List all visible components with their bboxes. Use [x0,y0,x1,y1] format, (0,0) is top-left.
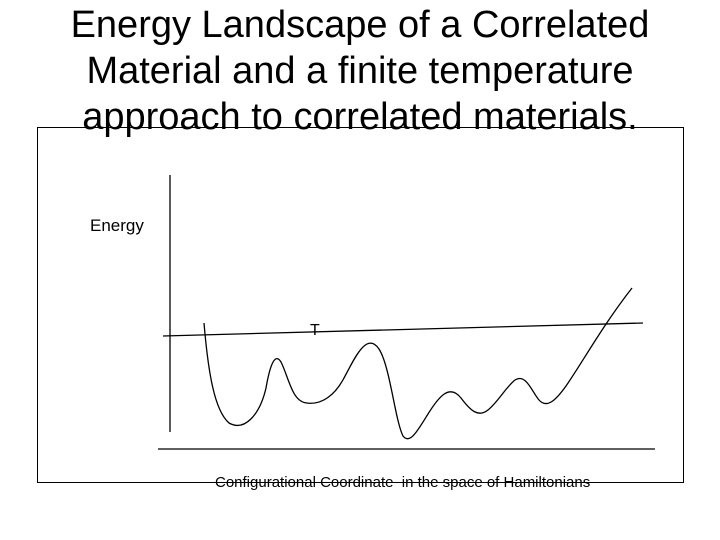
diagram-frame [37,127,684,483]
title-line-1: Energy Landscape of a Correlated [70,4,650,46]
y-axis-label: Energy [90,216,144,235]
temperature-label: T [310,322,320,339]
title-line-2: Material and a finite temperature [86,50,634,92]
energy-curve [203,287,633,440]
temperature-line [162,322,644,337]
slide-title: Energy Landscape of a Correlated Materia… [0,2,720,140]
x-axis-label: Configurational Coordinate in the space … [215,474,591,491]
title-line-3: approach to correlated materials. [82,96,638,138]
